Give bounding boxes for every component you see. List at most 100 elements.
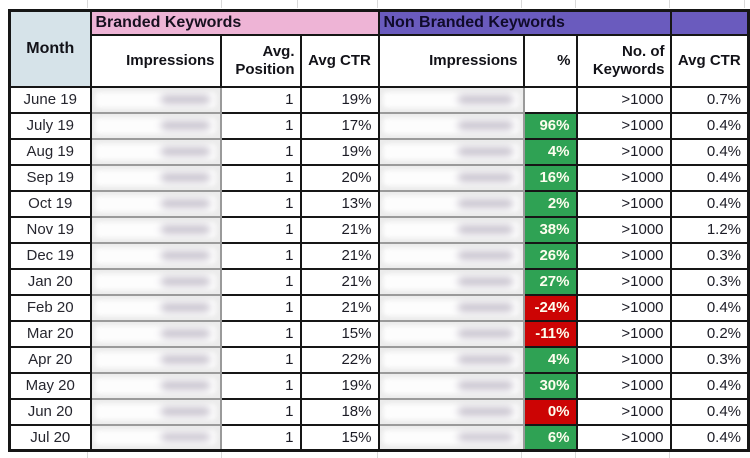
pct-change-cell[interactable]: 2% — [522, 189, 578, 218]
nonbranded-avg-ctr-cell[interactable]: 0.4% — [669, 397, 750, 426]
month-cell[interactable]: Apr 20 — [8, 345, 92, 374]
branded-impressions-cell-blurred[interactable] — [89, 371, 222, 400]
branded-impressions-header[interactable]: Impressions — [89, 33, 222, 88]
month-cell[interactable]: Jun 20 — [8, 397, 92, 426]
branded-avg-ctr-header[interactable]: Avg CTR — [299, 33, 380, 88]
non-branded-group-header-spacer[interactable] — [669, 9, 750, 36]
keywords-count-cell[interactable]: >1000 — [575, 293, 672, 322]
branded-impressions-cell-blurred[interactable] — [89, 163, 222, 192]
branded-avg-ctr-cell[interactable]: 13% — [299, 189, 380, 218]
branded-impressions-cell-blurred[interactable] — [89, 241, 222, 270]
nonbranded-impressions-header[interactable]: Impressions — [377, 33, 525, 88]
branded-impressions-cell-blurred[interactable] — [89, 319, 222, 348]
branded-impressions-cell-blurred[interactable] — [89, 137, 222, 166]
month-cell[interactable]: Sep 19 — [8, 163, 92, 192]
nonbranded-impressions-cell-blurred[interactable] — [377, 319, 525, 348]
branded-impressions-cell-blurred[interactable] — [89, 215, 222, 244]
nonbranded-impressions-cell-blurred[interactable] — [377, 215, 525, 244]
month-cell[interactable]: Jul 20 — [8, 423, 92, 452]
branded-impressions-cell-blurred[interactable] — [89, 111, 222, 140]
keywords-count-cell[interactable]: >1000 — [575, 345, 672, 374]
month-column-header[interactable]: Month — [8, 9, 92, 88]
nonbranded-avg-ctr-cell[interactable]: 0.4% — [669, 371, 750, 400]
avg-position-cell[interactable]: 1 — [219, 319, 302, 348]
month-cell[interactable]: June 19 — [8, 85, 92, 114]
avg-position-cell[interactable]: 1 — [219, 241, 302, 270]
nonbranded-avg-ctr-cell[interactable]: 0.4% — [669, 137, 750, 166]
branded-avg-ctr-cell[interactable]: 17% — [299, 111, 380, 140]
nonbranded-impressions-cell-blurred[interactable] — [377, 111, 525, 140]
nonbranded-impressions-cell-blurred[interactable] — [377, 85, 525, 114]
pct-change-cell[interactable]: 26% — [522, 241, 578, 270]
nonbranded-impressions-cell-blurred[interactable] — [377, 371, 525, 400]
branded-keywords-group-header[interactable]: Branded Keywords — [89, 9, 380, 36]
month-cell[interactable]: Nov 19 — [8, 215, 92, 244]
branded-impressions-cell-blurred[interactable] — [89, 423, 222, 452]
nonbranded-avg-ctr-cell[interactable]: 0.4% — [669, 111, 750, 140]
keywords-count-cell[interactable]: >1000 — [575, 137, 672, 166]
avg-position-cell[interactable]: 1 — [219, 163, 302, 192]
branded-avg-ctr-cell[interactable]: 21% — [299, 241, 380, 270]
branded-impressions-cell-blurred[interactable] — [89, 85, 222, 114]
keywords-count-cell[interactable]: >1000 — [575, 163, 672, 192]
keywords-count-cell[interactable]: >1000 — [575, 319, 672, 348]
branded-avg-ctr-cell[interactable]: 22% — [299, 345, 380, 374]
avg-position-cell[interactable]: 1 — [219, 371, 302, 400]
branded-avg-ctr-cell[interactable]: 15% — [299, 423, 380, 452]
keywords-count-cell[interactable]: >1000 — [575, 241, 672, 270]
avg-position-cell[interactable]: 1 — [219, 345, 302, 374]
nonbranded-avg-ctr-cell[interactable]: 0.4% — [669, 293, 750, 322]
avg-position-cell[interactable]: 1 — [219, 111, 302, 140]
pct-change-cell[interactable]: 16% — [522, 163, 578, 192]
keywords-count-cell[interactable]: >1000 — [575, 423, 672, 452]
pct-change-cell[interactable]: 6% — [522, 423, 578, 452]
branded-avg-position-header[interactable]: Avg. Position — [219, 33, 302, 88]
nonbranded-impressions-cell-blurred[interactable] — [377, 267, 525, 296]
avg-position-cell[interactable]: 1 — [219, 267, 302, 296]
keywords-count-cell[interactable]: >1000 — [575, 85, 672, 114]
nonbranded-avg-ctr-cell[interactable]: 0.3% — [669, 241, 750, 270]
pct-change-cell[interactable]: 96% — [522, 111, 578, 140]
avg-position-cell[interactable]: 1 — [219, 85, 302, 114]
nonbranded-avg-ctr-cell[interactable]: 0.3% — [669, 267, 750, 296]
month-cell[interactable]: July 19 — [8, 111, 92, 140]
branded-impressions-cell-blurred[interactable] — [89, 267, 222, 296]
avg-position-cell[interactable]: 1 — [219, 293, 302, 322]
month-cell[interactable]: May 20 — [8, 371, 92, 400]
keywords-count-cell[interactable]: >1000 — [575, 371, 672, 400]
nonbranded-avg-ctr-cell[interactable]: 0.4% — [669, 163, 750, 192]
pct-change-cell[interactable]: 30% — [522, 371, 578, 400]
month-cell[interactable]: Dec 19 — [8, 241, 92, 270]
pct-change-cell[interactable]: 4% — [522, 137, 578, 166]
nonbranded-avg-ctr-cell[interactable]: 0.2% — [669, 319, 750, 348]
branded-avg-ctr-cell[interactable]: 15% — [299, 319, 380, 348]
nonbranded-impressions-cell-blurred[interactable] — [377, 397, 525, 426]
month-cell[interactable]: Aug 19 — [8, 137, 92, 166]
avg-position-cell[interactable]: 1 — [219, 137, 302, 166]
nonbranded-impressions-cell-blurred[interactable] — [377, 345, 525, 374]
nonbranded-impressions-cell-blurred[interactable] — [377, 137, 525, 166]
month-cell[interactable]: Mar 20 — [8, 319, 92, 348]
month-cell[interactable]: Feb 20 — [8, 293, 92, 322]
pct-change-cell[interactable]: -11% — [522, 319, 578, 348]
pct-change-cell[interactable]: 0% — [522, 397, 578, 426]
keywords-count-cell[interactable]: >1000 — [575, 215, 672, 244]
branded-impressions-cell-blurred[interactable] — [89, 293, 222, 322]
pct-change-cell[interactable]: 38% — [522, 215, 578, 244]
nonbranded-avg-ctr-cell[interactable]: 0.4% — [669, 423, 750, 452]
pct-change-header[interactable]: % — [522, 33, 578, 88]
nonbranded-avg-ctr-cell[interactable]: 1.2% — [669, 215, 750, 244]
pct-change-cell[interactable]: 27% — [522, 267, 578, 296]
branded-impressions-cell-blurred[interactable] — [89, 345, 222, 374]
branded-avg-ctr-cell[interactable]: 19% — [299, 371, 380, 400]
month-cell[interactable]: Jan 20 — [8, 267, 92, 296]
nonbranded-impressions-cell-blurred[interactable] — [377, 189, 525, 218]
nonbranded-impressions-cell-blurred[interactable] — [377, 163, 525, 192]
branded-avg-ctr-cell[interactable]: 18% — [299, 397, 380, 426]
month-cell[interactable]: Oct 19 — [8, 189, 92, 218]
pct-change-cell[interactable]: -24% — [522, 293, 578, 322]
pct-change-cell[interactable]: 4% — [522, 345, 578, 374]
nonbranded-avg-ctr-cell[interactable]: 0.4% — [669, 189, 750, 218]
nonbranded-impressions-cell-blurred[interactable] — [377, 293, 525, 322]
branded-impressions-cell-blurred[interactable] — [89, 397, 222, 426]
